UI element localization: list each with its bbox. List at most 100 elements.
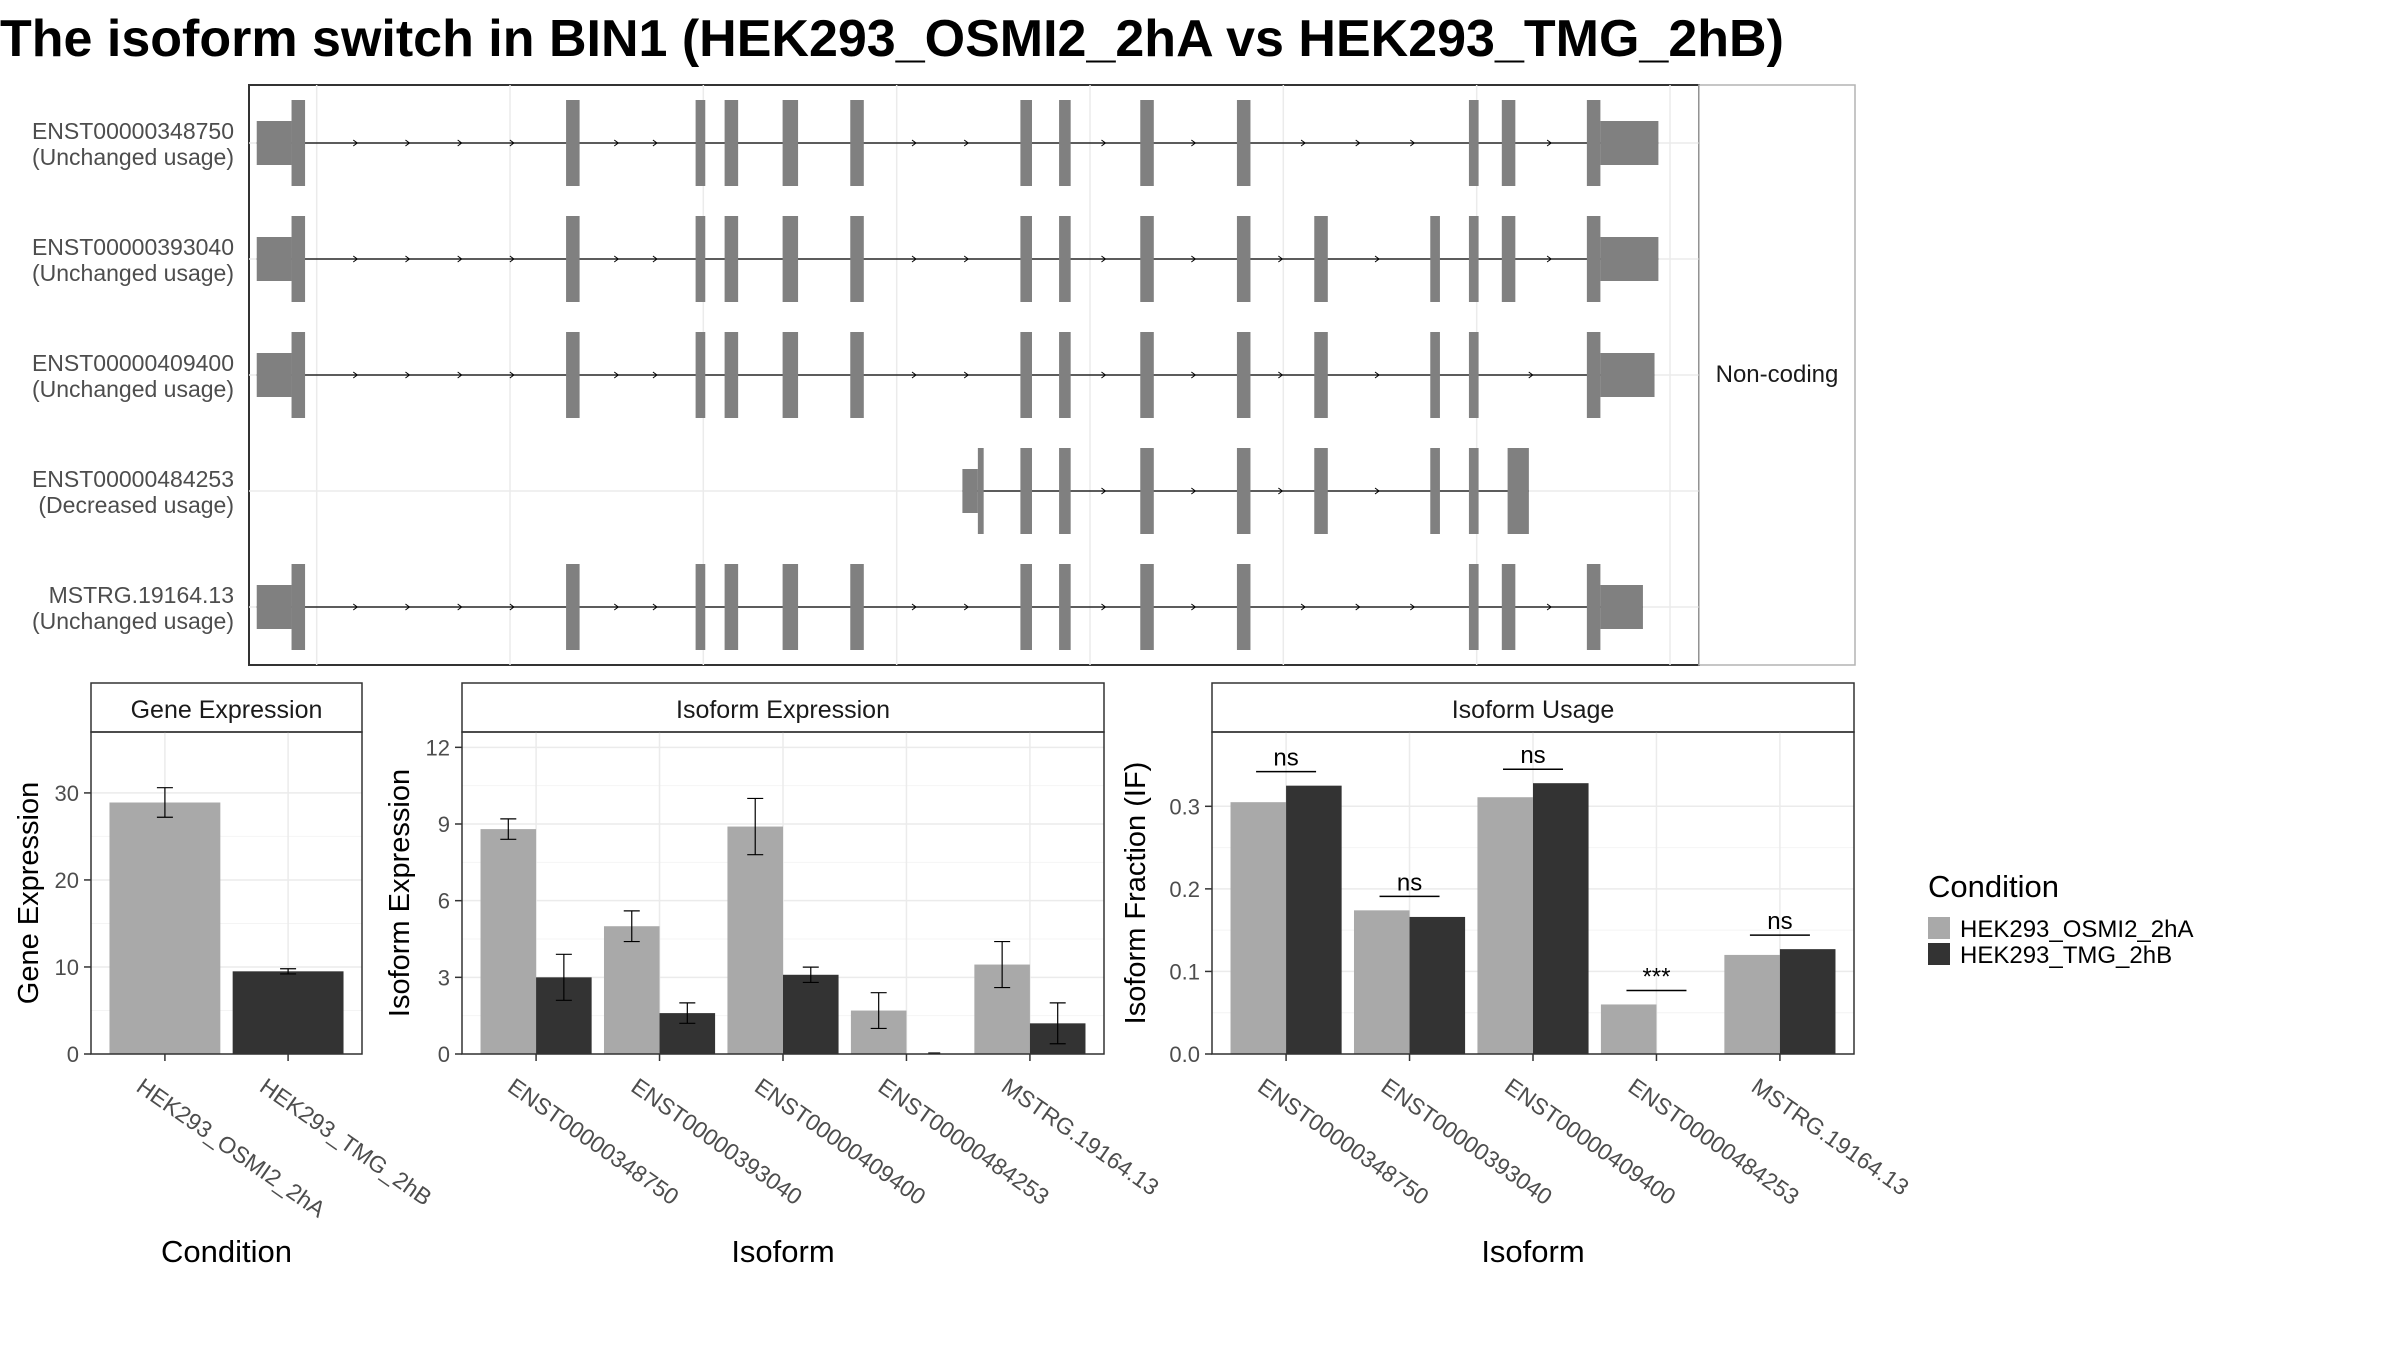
- coding-exon: [850, 332, 864, 418]
- utr-exon: [256, 237, 292, 281]
- legend-title: Condition: [1928, 869, 2059, 904]
- strand-arrow: [405, 139, 411, 147]
- strand-arrow: [652, 371, 658, 379]
- panel-border: [90, 731, 363, 1055]
- strand-arrow: [1101, 487, 1107, 495]
- coding-exon: [1020, 216, 1032, 302]
- transcript-rows: ENST00000348750(Unchanged usage)ENST0000…: [32, 100, 1699, 650]
- strand-arrow: [1278, 255, 1284, 263]
- coding-exon: [1236, 216, 1251, 302]
- strand-arrow: [1191, 603, 1197, 611]
- panel-strip-label: Gene Expression: [131, 696, 323, 724]
- coding-exon: [1059, 332, 1071, 418]
- bar: [232, 971, 344, 1054]
- significance-label: ns: [1273, 745, 1298, 772]
- coding-exon: [1501, 564, 1516, 650]
- gene-structure-panel: ENST00000348750(Unchanged usage)ENST0000…: [32, 84, 1856, 666]
- y-tick-label: 12: [426, 735, 450, 760]
- strand-arrow: [457, 139, 463, 147]
- strand-arrow: [1355, 139, 1361, 147]
- strand-arrow: [1374, 487, 1380, 495]
- panel-strip: [1211, 682, 1855, 733]
- strand-arrow: [509, 139, 515, 147]
- non-coding-label: Non-coding: [1716, 361, 1839, 388]
- strand-arrow: [1528, 371, 1534, 379]
- strand-arrow: [457, 603, 463, 611]
- y-tick-label: 0.0: [1169, 1042, 1200, 1067]
- strand-arrow: [963, 255, 970, 263]
- structure-facet-strip: [1698, 84, 1856, 666]
- coding-exon: [1314, 216, 1328, 302]
- coding-exon: [850, 100, 864, 186]
- bar: [109, 802, 221, 1054]
- bar: [783, 974, 839, 1054]
- strand-arrow: [1101, 139, 1107, 147]
- coding-exon: [850, 564, 864, 650]
- panel-strip-label: Isoform Usage: [1452, 696, 1615, 724]
- transcript-id-label: ENST00000484253: [32, 466, 234, 492]
- coding-exon: [782, 216, 799, 302]
- bar: [1724, 954, 1780, 1054]
- transcript-row: ENST00000393040(Unchanged usage): [32, 216, 1699, 302]
- coding-exon: [1020, 332, 1032, 418]
- transcript-usage-label: (Unchanged usage): [32, 376, 234, 402]
- y-tick-label: 10: [55, 955, 79, 980]
- coding-exon: [1314, 332, 1328, 418]
- transcript-row: MSTRG.19164.13(Unchanged usage): [32, 564, 1699, 650]
- strand-arrow: [457, 255, 463, 263]
- strand-arrow: [613, 255, 620, 263]
- y-tick-label: 0.1: [1169, 959, 1200, 984]
- y-tick-label: 0.3: [1169, 794, 1200, 819]
- transcript-id-label: ENST00000348750: [32, 118, 234, 144]
- coding-exon: [782, 564, 799, 650]
- coding-exon: [291, 216, 306, 302]
- strand-arrow: [1410, 603, 1416, 611]
- strand-arrow: [1278, 371, 1284, 379]
- strand-arrow: [613, 139, 620, 147]
- strand-arrow: [509, 371, 515, 379]
- coding-exon: [1586, 100, 1601, 186]
- coding-exon: [1501, 100, 1516, 186]
- bar: [1533, 783, 1589, 1054]
- coding-exon: [724, 564, 739, 650]
- strand-arrow: [1191, 139, 1197, 147]
- utr-exon: [1600, 353, 1655, 397]
- coding-exon: [724, 332, 739, 418]
- strand-arrow: [963, 603, 970, 611]
- y-axis-title: Gene Expression: [13, 782, 45, 1004]
- coding-exon: [1020, 100, 1032, 186]
- bar: [1286, 785, 1342, 1054]
- transcript-usage-label: (Unchanged usage): [32, 144, 234, 170]
- significance-label: ***: [1642, 963, 1670, 990]
- bar-panel-gene-expression: Gene Expression0102030HEK293_OSMI2_2hAHE…: [13, 682, 437, 1269]
- y-tick-label: 0.2: [1169, 877, 1200, 902]
- y-tick-label: 0: [438, 1042, 450, 1067]
- strand-arrow: [1191, 487, 1197, 495]
- coding-exon: [1020, 448, 1032, 534]
- y-axis-title: Isoform Fraction (IF): [1120, 762, 1152, 1025]
- y-tick-label: 9: [438, 812, 450, 837]
- coding-exon: [977, 448, 984, 534]
- y-tick-label: 6: [438, 889, 450, 914]
- strand-arrow: [1191, 371, 1197, 379]
- coding-exon: [566, 100, 580, 186]
- strand-arrow: [509, 603, 515, 611]
- strand-arrow: [1278, 487, 1284, 495]
- bar: [1353, 910, 1410, 1054]
- coding-exon: [1468, 216, 1479, 302]
- strand-arrow: [1101, 603, 1107, 611]
- utr-exon: [256, 585, 292, 629]
- coding-exon: [1059, 448, 1071, 534]
- coding-exon: [1020, 564, 1032, 650]
- strand-arrow: [1546, 139, 1552, 147]
- bar: [1477, 797, 1533, 1054]
- coding-exon: [1236, 100, 1251, 186]
- utr-exon: [1600, 585, 1643, 629]
- coding-exon: [566, 564, 580, 650]
- coding-exon: [782, 332, 799, 418]
- strand-arrow: [1546, 603, 1552, 611]
- bar: [1600, 1004, 1657, 1054]
- strand-arrow: [963, 371, 970, 379]
- strand-arrow: [352, 139, 359, 147]
